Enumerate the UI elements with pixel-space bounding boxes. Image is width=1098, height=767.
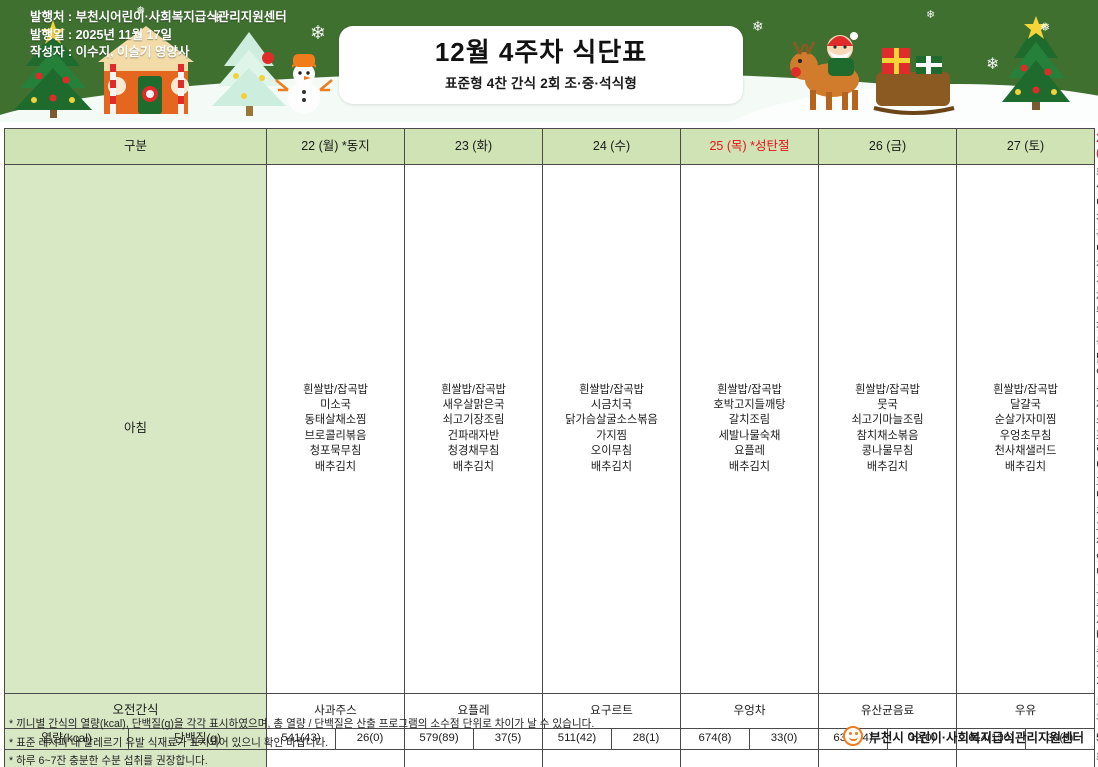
column-header-day-3: 25 (목) *성탄절 [680, 128, 820, 165]
snowflake-icon: ❅ [1040, 20, 1051, 34]
morning-nutrition-cell-3: 674(8) 33(0) [680, 728, 820, 750]
row-label-kcal: 열량(kcal) [4, 728, 129, 750]
column-header-day-5: 27 (토) [956, 128, 1096, 165]
christmas-scene-left [14, 20, 286, 118]
smiley-face-icon [843, 726, 864, 746]
breakfast-cell-2: 흰쌀밥/잡곡밥 시금치국 닭가슴살굴소스볶음 가지찜 오이무침 배추김치 [542, 163, 682, 694]
breakfast-cell-4: 흰쌀밥/잡곡밥 뭇국 쇠고기마늘조림 참치채소볶음 콩나물무침 배추김치 [818, 163, 958, 694]
kcal-value: 614(130) [968, 732, 1014, 745]
page-subtitle: 표준형 4찬 간식 2회 조·중·석식형 [444, 76, 638, 92]
menu-table: 구분 22 (월) *동지 23 (화) 24 (수) 25 (목) *성탄절 … [3, 128, 1098, 767]
table-row-morning-nutrition: 열량(kcal) 단백질(g) 541(43) 26(0) 579(89) 37(5… [4, 728, 1098, 750]
table-row-lunch: 점심 흰쌀밥/잡곡밥새송이맑은국돈육고추장볶음더덕채무침명이나물절임물김치 흰쌀… [3, 748, 1098, 767]
footer-note-2: * 하루 6~7잔 충분한 수분 섭취를 권장합니다. [9, 755, 208, 767]
kcal-value: 541(43) [281, 732, 321, 745]
morning-nutrition-cell-1: 579(89) 37(5) [404, 728, 544, 750]
snowflake-icon: ❄ [986, 56, 1000, 73]
publication-info: 발행처 : 부천시어린이·사회복지급식관리지원센터 발행일 : 2025년 11… [30, 9, 287, 62]
title-card: 12월 4주차 식단표 표준형 4찬 간식 2회 조·중·석식형 [339, 26, 743, 104]
row-label-morning-snack: 오전간식 [3, 692, 268, 730]
protein-value: 37(5) [473, 729, 542, 749]
morning-snack-cell-5: 우유 [956, 692, 1096, 730]
column-header-day-2: 24 (수) [542, 128, 682, 165]
author-line: 작성자 : 이수지, 이슬기 영양사 [30, 45, 190, 59]
footer-note-0: * 끼니별 간식의 열량(kcal), 단백질(g)을 각각 표시하였으며, 총… [9, 718, 595, 730]
snowflake-icon: ❄ [212, 10, 223, 25]
breakfast-cell-5: 흰쌀밥/잡곡밥 달걀국 순살가자미찜 우엉초무침 천사채샐러드 배추김치 [956, 163, 1096, 694]
breakfast-cell-0: 흰쌀밥/잡곡밥 미소국 동태살채소찜 브로콜리볶음 청포묵무침 배추김치 [266, 163, 406, 694]
column-header-label: 구분 [3, 128, 268, 165]
table-row-breakfast: 아침 흰쌀밥/잡곡밥 미소국 동태살채소찜 브로콜리볶음 청포묵무침 배추김치 흰쌀밥/잡… [3, 163, 1098, 694]
kcal-value: 674(8) [698, 732, 732, 745]
row-label-protein: 단백질(g) [127, 728, 268, 750]
table-header-row: 구분 22 (월) *동지 23 (화) 24 (수) 25 (목) *성탄절 … [3, 128, 1098, 165]
table-row-morning-snack: 오전간식 사과주스 요플레 요구르트 우엉차 유산균음료 우유 두유 [3, 692, 1098, 730]
menu-table-wrap: 구분 22 (월) *동지 23 (화) 24 (수) 25 (목) *성탄절 … [3, 128, 1098, 767]
row-label-breakfast: 아침 [3, 163, 268, 694]
logo-text: 부천시 어린이·사회복지급식관리지원센터 [869, 730, 1084, 745]
center-logo: 부천시 어린이·사회복지급식관리지원센터 [843, 726, 1084, 746]
lunch-cell-5: 우삼겹쌀국수1/2쌀밥춘권튀김무초절임배추김치 [956, 748, 1096, 767]
publish-date-line: 발행일 : 2025년 11월 17일 [30, 27, 172, 42]
snowman-icon [275, 54, 333, 114]
snowflake-icon: ❄ [310, 23, 326, 44]
morning-nutrition-cell-0: 541(43) 26(0) [266, 728, 406, 750]
morning-snack-cell-3: 우엉차 [680, 692, 820, 730]
column-header-day-1: 23 (화) [404, 128, 544, 165]
publisher-line: 발행처 : 부천시어린이·사회복지급식관리지원센터 [30, 10, 287, 24]
page-title: 12월 4주차 식단표 [434, 36, 648, 67]
column-header-day-0: 22 (월) *동지 [266, 128, 406, 165]
snowflake-icon: ❄ [926, 9, 936, 21]
santa-reindeer-sleigh [790, 32, 955, 115]
kcal-value: 579(89) [419, 732, 459, 745]
footer-notes: * 끼니별 간식의 열량(kcal), 단백질(g)을 각각 표시하였으며, 총… [9, 715, 594, 767]
footer-note-1: * 표준 레시피 내 알레르기 유발 식재료가 표시되어 있으니 확인 바랍니다… [9, 736, 329, 749]
morning-nutrition-cell-5: 614(130) 30(6) [956, 728, 1096, 750]
breakfast-cell-3: 흰쌀밥/잡곡밥 호박고지들깨탕 갈치조림 세발나물숙채 요플레 배추김치 [680, 163, 820, 694]
footer: * 끼니별 간식의 열량(kcal), 단백질(g)을 각각 표시하였으며, 총… [0, 712, 1098, 767]
morning-snack-cell-4: 유산균음료 [818, 692, 958, 730]
smile-arc [848, 737, 858, 741]
protein-value: 28(1) [611, 729, 680, 749]
protein-value: 30(6) [1025, 729, 1094, 749]
morning-nutrition-cell-2: 511(42) 28(1) [542, 728, 682, 750]
snowflake-icon: ❅ [136, 5, 146, 17]
column-header-day-4: 26 (금) [818, 128, 958, 165]
header-banner: ❄ ❄ ❅ ❄ ❄ ❅ ❄ 발행처 : 부천시어린이·사회복지급식관리지원센터 … [0, 0, 1098, 122]
kcal-value: 511(42) [557, 732, 597, 745]
row-label-lunch: 점심 [3, 748, 268, 767]
protein-value: 26(0) [335, 729, 404, 749]
breakfast-cell-1: 흰쌀밥/잡곡밥 새우살맑은국 쇠고기장조림 건파래자반 청경채무침 배추김치 [404, 163, 544, 694]
christmas-tree-right-icon [1002, 16, 1070, 110]
protein-value: 33(0) [749, 729, 818, 749]
kcal-value: 544(124) [1095, 729, 1098, 748]
snowflake-icon: ❄ [752, 18, 764, 34]
protein-value: 32(0) [887, 729, 956, 749]
